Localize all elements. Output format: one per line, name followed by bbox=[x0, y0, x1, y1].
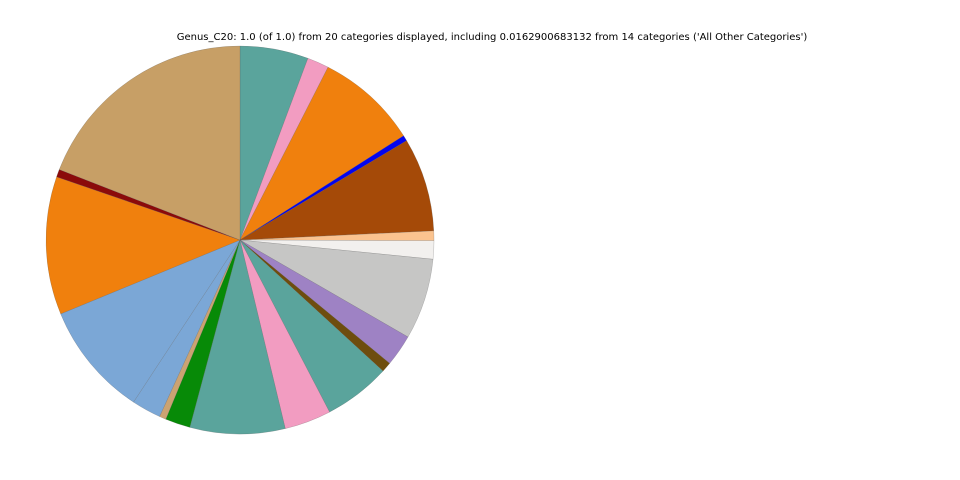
pie-slice-04-blue bbox=[239, 135, 407, 241]
pie-slice-11-teal bbox=[239, 239, 384, 413]
pie-slice-01-teal bbox=[239, 45, 309, 241]
pie-slice-13-teal bbox=[189, 239, 286, 435]
chart-title: Genus_C20: 1.0 (of 1.0) from 20 categori… bbox=[176, 32, 808, 43]
pie-slice-03-orange bbox=[239, 66, 404, 241]
pie-slices-group bbox=[45, 45, 435, 435]
pie-slice-05-sienna-brown bbox=[239, 140, 435, 241]
pie-slice-14-green bbox=[165, 239, 241, 428]
pie-slice-12-pink bbox=[239, 239, 330, 429]
pie-slice-15-tan bbox=[159, 239, 241, 420]
pie-slice-20-camel bbox=[58, 45, 241, 241]
pie-slice-02-pink bbox=[239, 57, 329, 241]
pie-slice-07-off-white bbox=[239, 239, 435, 260]
pie-slice-16-cornflower-blue bbox=[133, 239, 241, 417]
pie-slice-06-peach bbox=[239, 230, 435, 241]
pie-slice-09-purple bbox=[239, 239, 409, 364]
pie-slice-08-light-gray bbox=[239, 239, 434, 338]
pie-slice-17-cornflower-blue bbox=[60, 239, 241, 403]
pie-slice-18-orange bbox=[45, 176, 241, 315]
pie-slice-19-dark-red bbox=[56, 169, 241, 241]
pie-slice-10-dark-olive-brown bbox=[239, 239, 391, 372]
